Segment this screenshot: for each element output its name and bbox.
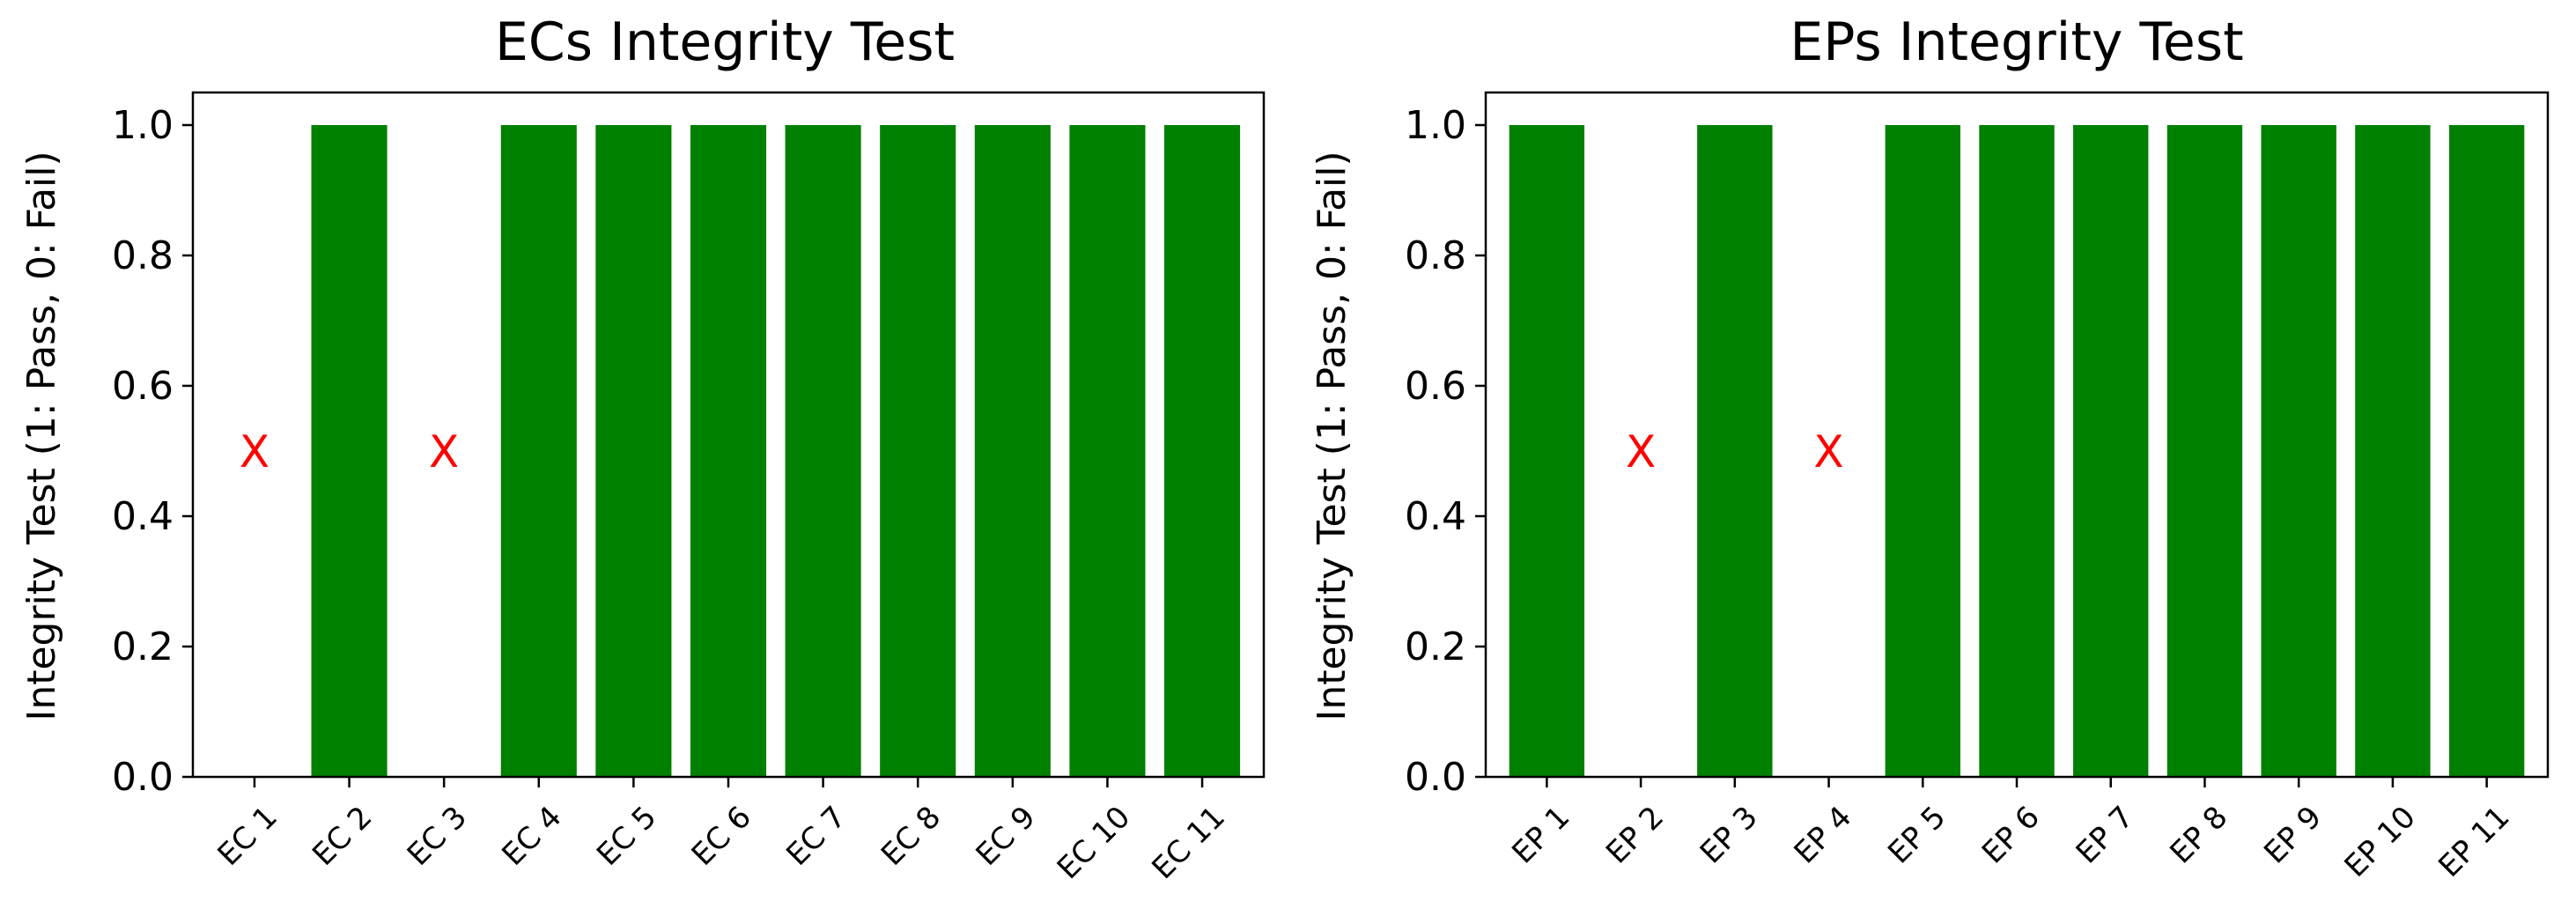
bar <box>2073 125 2149 777</box>
bar <box>500 125 577 777</box>
y-tick-label: 0.6 <box>1405 364 1466 409</box>
x-tick-label: EC 8 <box>875 800 948 873</box>
bar <box>785 125 861 777</box>
bar <box>1697 125 1773 777</box>
x-tick-label: EC 2 <box>306 800 379 873</box>
y-tick-group: 0.0 0.2 0.4 0.6 0.8 1.0 <box>1405 103 1486 800</box>
x-tick-label: EP 1 <box>1505 800 1576 871</box>
ecs-chart: ECs Integrity Test Integrity Test (1: Pa… <box>19 11 1266 886</box>
x-tick-label: EC 1 <box>211 800 284 873</box>
x-tick-label: EC 11 <box>1145 800 1231 886</box>
x-tick-label: EC 9 <box>970 800 1043 873</box>
x-tick-label: EP 4 <box>1788 800 1859 871</box>
bar <box>880 125 956 777</box>
y-axis-label: Integrity Test (1: Pass, 0: Fail) <box>1310 151 1354 721</box>
y-tick-label: 0.4 <box>112 494 173 539</box>
bar <box>311 125 388 777</box>
x-tick-label: EC 7 <box>779 800 853 873</box>
axes-frame <box>1484 91 2550 779</box>
chart-title: EPs Integrity Test <box>1790 11 2243 73</box>
x-tick-label: EP 7 <box>2070 800 2141 871</box>
y-tick-label: 0.2 <box>1405 625 1466 669</box>
bar <box>2448 125 2525 777</box>
bar-group <box>1509 125 2525 777</box>
x-tick-group: EC 1 EC 2 EC 3 EC 4 EC 5 EC 6 EC 7 EC 8 EC 9 EC 1… <box>211 777 1232 886</box>
bar-group <box>311 125 1241 777</box>
x-tick-label: EP 2 <box>1599 800 1671 871</box>
x-tick-label: EP 8 <box>2163 800 2234 871</box>
y-tick-label: 0.6 <box>112 364 173 409</box>
x-tick-label: EC 3 <box>401 800 474 873</box>
bar <box>2261 125 2336 777</box>
y-axis-label: Integrity Test (1: Pass, 0: Fail) <box>19 151 64 721</box>
bar <box>595 125 672 777</box>
y-tick-label: 0.8 <box>112 233 173 278</box>
y-tick-label: 0.0 <box>112 755 173 800</box>
y-tick-label: 0.0 <box>1405 755 1466 800</box>
y-tick-label: 0.4 <box>1405 494 1466 539</box>
fail-marker: X <box>1626 426 1656 477</box>
bar <box>690 125 767 777</box>
x-tick-label: EP 9 <box>2257 800 2329 871</box>
x-tick-label: EP 10 <box>2338 800 2423 884</box>
chart-title: ECs Integrity Test <box>495 11 955 73</box>
fail-marker: X <box>429 426 459 477</box>
x-tick-label: EC 6 <box>685 800 758 873</box>
bar <box>2355 125 2431 777</box>
y-tick-label: 0.8 <box>1405 233 1466 278</box>
axes-frame <box>191 91 1266 779</box>
y-tick-label: 0.2 <box>112 625 173 669</box>
eps-chart: EPs Integrity Test Integrity Test (1: Pa… <box>1310 11 2550 884</box>
bar <box>1885 125 1960 777</box>
bar <box>974 125 1051 777</box>
bar <box>1164 125 1241 777</box>
bar <box>1979 125 2055 777</box>
x-tick-group: EP 1 EP 2 EP 3 EP 4 EP 5 EP 6 EP 7 EP 8 EP 9 EP 1… <box>1505 777 2517 884</box>
y-tick-group: 0.0 0.2 0.4 0.6 0.8 1.0 <box>112 103 193 800</box>
x-tick-label: EC 5 <box>590 800 663 873</box>
x-tick-label: EP 11 <box>2432 800 2516 884</box>
bar <box>2166 125 2243 777</box>
fail-marker: X <box>240 426 269 477</box>
y-tick-label: 1.0 <box>112 103 173 148</box>
x-tick-label: EC 10 <box>1051 800 1137 886</box>
x-tick-label: EC 4 <box>495 800 568 873</box>
x-tick-label: EP 6 <box>1975 800 2047 871</box>
bar <box>1069 125 1146 777</box>
y-tick-label: 1.0 <box>1405 103 1466 148</box>
x-tick-label: EP 5 <box>1881 800 1952 871</box>
fail-marker: X <box>1813 426 1843 477</box>
x-tick-label: EP 3 <box>1694 800 1765 871</box>
bar <box>1509 125 1585 777</box>
